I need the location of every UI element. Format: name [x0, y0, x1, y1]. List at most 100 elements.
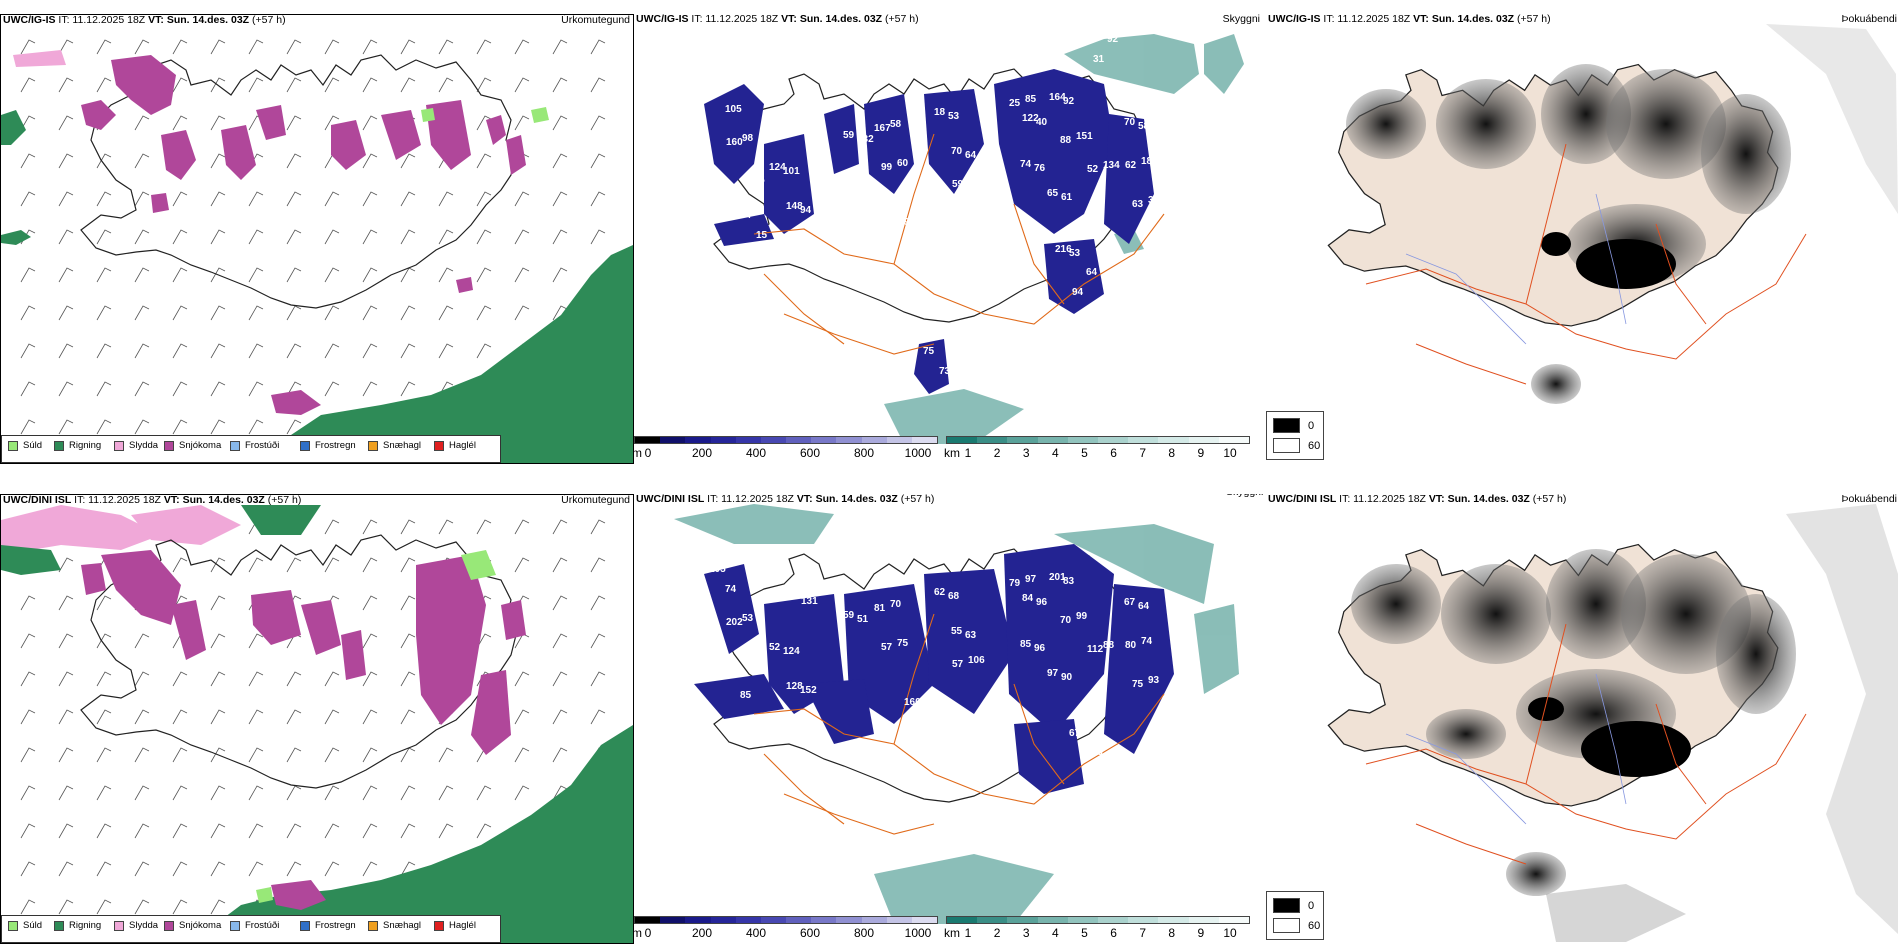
wind-barb: [286, 785, 302, 801]
visibility-value-label: 52: [1087, 164, 1099, 175]
wind-barb: [134, 39, 150, 55]
colorbar-tick-label: 200: [691, 446, 713, 460]
visibility-value-label: 160: [726, 137, 743, 148]
wind-barb: [286, 419, 302, 435]
wind-barb: [362, 557, 378, 573]
legend-label: Frostregn: [315, 920, 356, 931]
colorbar-tick-label: 7: [1139, 926, 1146, 940]
visibility-value-label: 85: [1025, 94, 1037, 105]
wind-barb: [210, 671, 226, 687]
visibility-value-label: 25: [1009, 98, 1021, 109]
cloud-base-colorbar: m 0 200 400 600 800 1000: [634, 436, 938, 464]
wind-barb: [400, 861, 416, 877]
wind-barb: [134, 861, 150, 877]
wind-barb: [210, 633, 226, 649]
visibility-value-label: 60: [897, 158, 909, 169]
colorbar-tick-label: 4: [1051, 446, 1059, 460]
visibility-panel[interactable]: 105 202 124 152 51 81 57 68 63 57 79 96 83 70 112 96 90 6…: [634, 494, 1266, 944]
wind-barb: [324, 557, 340, 573]
wind-barb: [400, 305, 416, 321]
cloud-base-colorbar: m 0 200 400 600 800 1000: [634, 916, 938, 944]
wind-barb: [58, 77, 74, 93]
visibility-value-label: 74: [1141, 636, 1153, 647]
visibility-value-label: 85: [740, 690, 752, 701]
wind-barb: [172, 39, 188, 55]
visibility-value-label: 81: [874, 603, 886, 614]
colorbar-segment: [710, 437, 736, 443]
colorbar-tick-label: 5: [1081, 446, 1088, 460]
wind-barb: [362, 77, 378, 93]
colorbar-tick-label: 8: [1168, 446, 1176, 460]
wind-barb: [362, 595, 378, 611]
colorbar-segment: [886, 437, 912, 443]
wind-barb: [514, 191, 530, 207]
precip-type-map: [1, 505, 633, 943]
wind-barb: [286, 267, 302, 283]
wind-barb: [210, 381, 226, 397]
wind-barb: [590, 115, 606, 131]
wind-barb: [400, 519, 416, 535]
wind-barb: [438, 305, 454, 321]
visibility-colorbar: km 1 2 3 4 5 6 7 8 9 10: [944, 436, 1250, 464]
visibility-value-label: 124: [783, 646, 800, 657]
wind-barb: [248, 785, 264, 801]
wind-barb: [362, 633, 378, 649]
wind-barb: [324, 267, 340, 283]
colorbar-segment: [977, 917, 1008, 923]
wind-barb: [438, 343, 454, 359]
visibility-value-label: 124: [769, 162, 786, 173]
wind-barb: [172, 115, 188, 131]
wind-barb: [286, 305, 302, 321]
visibility-value-label: 70: [1060, 615, 1072, 626]
wind-barb: [552, 519, 568, 535]
wind-barb: [20, 823, 36, 839]
colorbar-segment: [1158, 437, 1189, 443]
wind-barb: [590, 671, 606, 687]
colorbar-segment: [735, 917, 761, 923]
visibility-value-label: 151: [1076, 131, 1093, 142]
wind-barb: [552, 153, 568, 169]
visibility-value-label: 58: [890, 119, 902, 130]
wind-barb: [362, 267, 378, 283]
wind-barb: [134, 115, 150, 131]
precip-type-panel[interactable]: UWC/DINI ISL IT: 11.12.2025 18Z VT: Sun.…: [0, 494, 634, 944]
wind-barb: [20, 343, 36, 359]
wind-barb: [134, 785, 150, 801]
visibility-value-label: 15: [756, 230, 768, 241]
fog-panel[interactable]: UWC/IG-IS IT: 11.12.2025 18Z VT: Sun. 14…: [1266, 14, 1900, 464]
wind-barb: [248, 191, 264, 207]
legend-item-slydda: Slydda: [114, 440, 158, 451]
legend-swatch: [8, 440, 18, 451]
wind-barb: [476, 115, 492, 131]
colorbar-segment: [1218, 437, 1250, 443]
wind-barb: [514, 229, 530, 245]
visibility-value-label: 67: [1124, 597, 1136, 608]
legend-swatch: [54, 440, 64, 451]
colorbar-tick-label: 10: [1223, 446, 1237, 460]
visibility-value-label: 167: [874, 123, 891, 134]
wind-barb: [324, 823, 340, 839]
visibility-value-label: 105: [725, 104, 742, 115]
fog-legend-swatch: [1273, 918, 1300, 933]
wind-barb: [134, 747, 150, 763]
precip-type-panel[interactable]: UWC/IG-IS IT: 11.12.2025 18Z VT: Sun. 14…: [0, 14, 634, 464]
visibility-value-label: 57: [881, 642, 893, 653]
visibility-value-label: 53: [1069, 248, 1081, 259]
wind-barb: [590, 709, 606, 725]
wind-barb: [286, 861, 302, 877]
legend-item-súld: Súld: [8, 920, 42, 931]
wind-barb: [96, 861, 112, 877]
colorbar-tick-label: 6: [1110, 926, 1117, 940]
wind-barb: [248, 305, 264, 321]
wind-barb: [590, 229, 606, 245]
wind-barb: [134, 267, 150, 283]
wind-barb: [210, 747, 226, 763]
fog-panel[interactable]: UWC/DINI ISL IT: 11.12.2025 18Z VT: Sun.…: [1266, 494, 1900, 944]
wind-barb: [172, 305, 188, 321]
colorbar-tick-label: 400: [745, 926, 767, 940]
wind-barb: [58, 343, 74, 359]
visibility-value-label: 90: [1061, 672, 1073, 683]
visibility-panel[interactable]: 30 160 101 94 132 167 99 53 64 59 25 40 92 88 52 76 61 58…: [634, 14, 1266, 464]
wind-barb: [172, 671, 188, 687]
visibility-value-label: 59: [843, 610, 855, 621]
